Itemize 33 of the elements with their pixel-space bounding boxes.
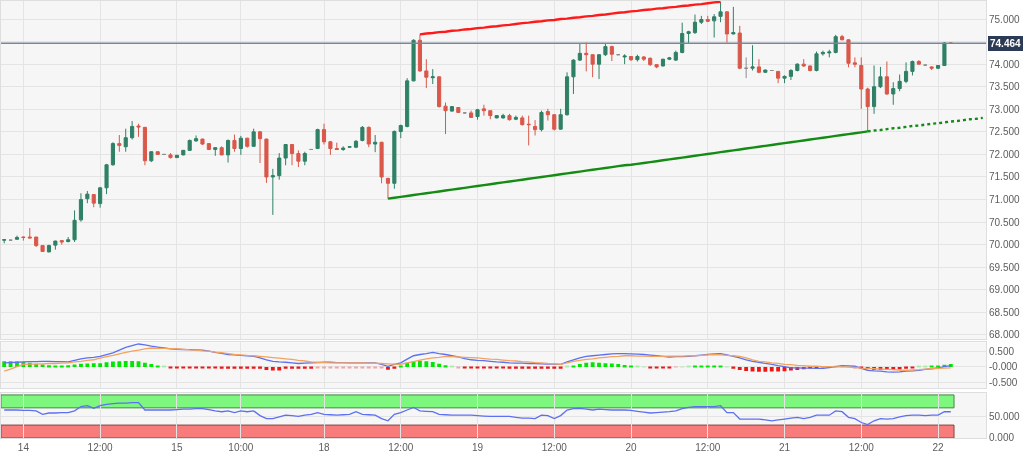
y-tick-label: 69.000 [989,284,1021,296]
x-tick-label: 21 [778,442,791,453]
y-tick-label: 75.000 [989,13,1021,25]
y-tick-label: 0.000 [989,432,1015,444]
x-tick-label: 12:00 [848,442,875,453]
y-tick-label: -0.500 [989,376,1018,388]
x-tick-label: 10:00 [228,442,254,453]
ref-line-label: 74.464 [990,38,1022,49]
y-tick-label: 68.500 [989,306,1021,318]
x-tick-label: 22 [932,442,945,453]
x-tick-label: 18 [318,442,330,453]
y-tick-label: 50.000 [989,410,1021,422]
y-tick-label: 71.500 [989,171,1021,183]
y-tick-label: 73.000 [989,103,1021,115]
y-tick-label: 72.000 [989,148,1021,160]
y-tick-label: 74.000 [989,58,1021,70]
x-tick-label: 12:00 [695,442,721,453]
x-tick-label: 19 [471,442,484,453]
y-tick-label: 70.000 [989,239,1021,251]
y-tick-label: 70.500 [989,216,1021,228]
y-tick-label: 72.500 [989,126,1021,138]
y-tick-label: 69.500 [989,261,1021,273]
y-tick-label: -0.000 [989,361,1018,373]
x-tick-label: 14 [17,442,30,453]
x-tick-label: 15 [171,442,183,453]
y-tick-label: 0.500 [989,345,1015,357]
y-tick-label: 71.000 [989,194,1021,206]
x-tick-label: 12:00 [388,442,414,453]
y-tick-label: 73.500 [989,81,1021,93]
x-tick-label: 12:00 [541,442,568,453]
x-tick-label: 12:00 [87,442,114,453]
y-tick-label: 68.000 [989,329,1021,341]
x-tick-label: 20 [625,442,638,453]
